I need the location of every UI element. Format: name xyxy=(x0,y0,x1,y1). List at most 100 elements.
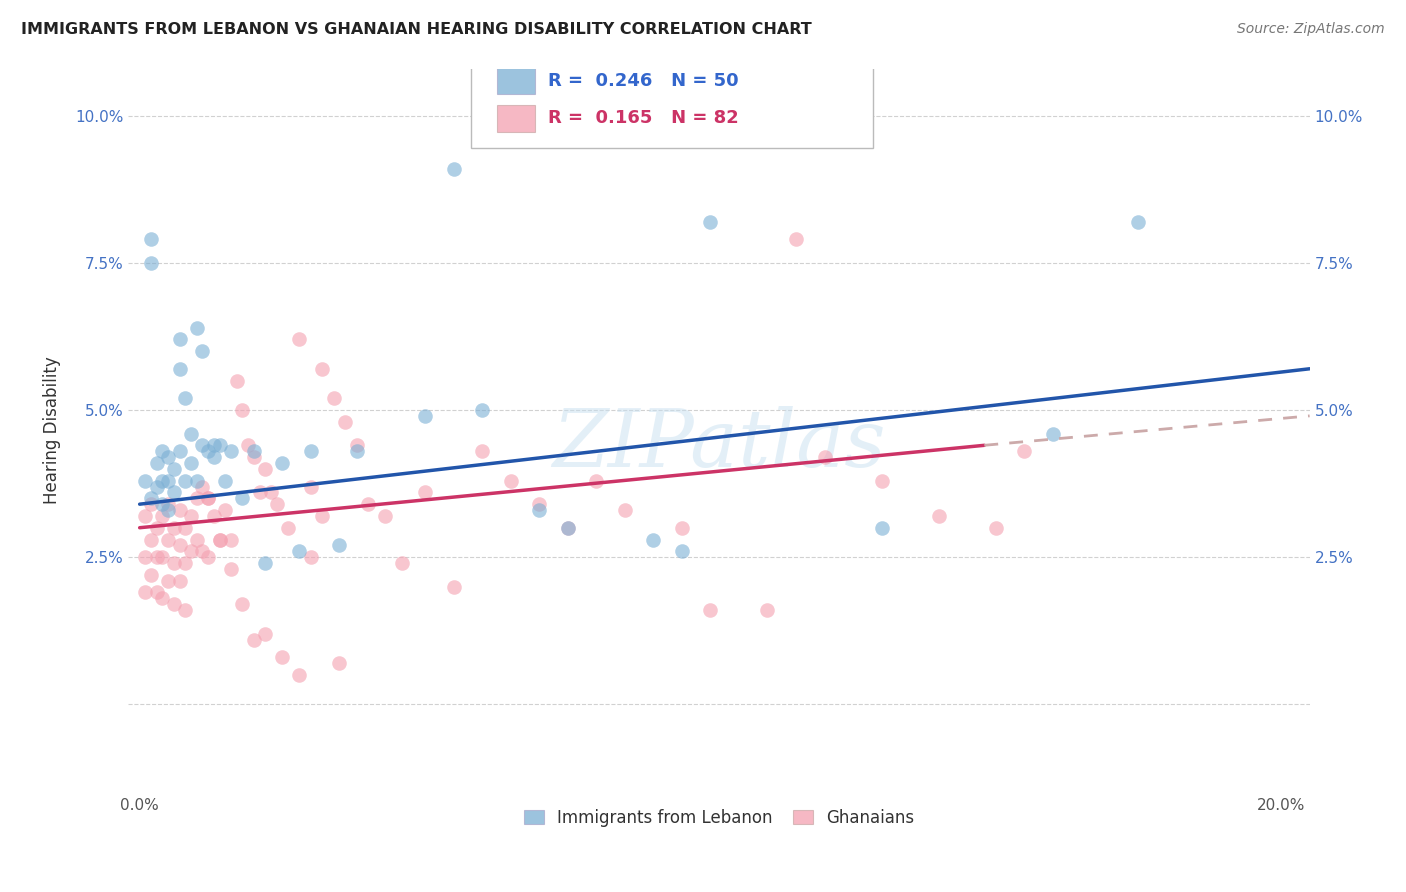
Point xyxy=(202,450,225,464)
Point xyxy=(157,450,180,464)
Point xyxy=(299,444,322,458)
Point xyxy=(134,550,156,565)
Bar xyxy=(496,104,534,132)
Point xyxy=(163,597,186,611)
Text: IMMIGRANTS FROM LEBANON VS GHANAIAN HEARING DISABILITY CORRELATION CHART: IMMIGRANTS FROM LEBANON VS GHANAIAN HEAR… xyxy=(21,22,811,37)
Point xyxy=(163,462,186,476)
Point xyxy=(186,491,208,506)
Point xyxy=(202,508,225,523)
Point xyxy=(174,556,197,570)
Point xyxy=(134,585,156,599)
Point xyxy=(197,491,219,506)
Point xyxy=(208,438,231,452)
Point xyxy=(152,508,174,523)
Point xyxy=(146,585,169,599)
Point xyxy=(180,456,202,470)
Point xyxy=(214,474,236,488)
Point xyxy=(266,497,288,511)
Point xyxy=(157,533,180,547)
Point xyxy=(134,474,156,488)
Point xyxy=(254,626,277,640)
Point xyxy=(527,503,550,517)
Point xyxy=(152,474,174,488)
Point xyxy=(163,485,186,500)
Point xyxy=(152,550,174,565)
Point xyxy=(139,232,162,246)
Point xyxy=(613,503,636,517)
Point xyxy=(928,508,950,523)
Text: Source: ZipAtlas.com: Source: ZipAtlas.com xyxy=(1237,22,1385,37)
Point xyxy=(1128,214,1150,228)
Legend: Immigrants from Lebanon, Ghanaians: Immigrants from Lebanon, Ghanaians xyxy=(516,800,922,835)
Point xyxy=(146,550,169,565)
Point xyxy=(169,503,191,517)
Point xyxy=(139,533,162,547)
Point xyxy=(186,533,208,547)
Point xyxy=(174,474,197,488)
Point xyxy=(870,474,893,488)
Point xyxy=(169,361,191,376)
Point xyxy=(231,491,253,506)
Point xyxy=(197,444,219,458)
Point xyxy=(870,521,893,535)
Point xyxy=(191,438,214,452)
Point xyxy=(225,374,247,388)
Point xyxy=(346,444,368,458)
Point xyxy=(152,444,174,458)
Point xyxy=(180,544,202,558)
Point xyxy=(585,474,607,488)
Point xyxy=(139,256,162,270)
Point xyxy=(333,415,356,429)
Point xyxy=(169,574,191,588)
Text: R =  0.165   N = 82: R = 0.165 N = 82 xyxy=(548,110,738,128)
Point xyxy=(243,450,266,464)
Point xyxy=(174,603,197,617)
Point xyxy=(557,521,579,535)
Point xyxy=(236,438,259,452)
Point xyxy=(299,479,322,493)
Point xyxy=(643,533,665,547)
Point xyxy=(277,521,299,535)
Point xyxy=(163,556,186,570)
Point xyxy=(471,444,494,458)
Text: ZIPatlas: ZIPatlas xyxy=(553,407,886,483)
Point xyxy=(557,521,579,535)
Point xyxy=(288,332,311,346)
Point xyxy=(163,521,186,535)
Point xyxy=(813,450,835,464)
Point xyxy=(157,574,180,588)
Point xyxy=(254,556,277,570)
Point xyxy=(671,544,693,558)
Point xyxy=(311,508,333,523)
Point xyxy=(191,479,214,493)
Point xyxy=(471,403,494,417)
Point xyxy=(214,503,236,517)
Point xyxy=(197,550,219,565)
Point xyxy=(499,474,522,488)
Point xyxy=(219,533,242,547)
Point xyxy=(357,497,380,511)
Point xyxy=(443,161,465,176)
Point xyxy=(271,456,294,470)
Point xyxy=(174,521,197,535)
Point xyxy=(413,409,436,423)
Point xyxy=(346,438,368,452)
Point xyxy=(311,361,333,376)
Point xyxy=(157,474,180,488)
Text: R =  0.246   N = 50: R = 0.246 N = 50 xyxy=(548,72,738,90)
Point xyxy=(443,580,465,594)
Point xyxy=(322,391,344,405)
FancyBboxPatch shape xyxy=(471,51,873,148)
Bar xyxy=(496,66,534,94)
Point xyxy=(299,550,322,565)
Point xyxy=(984,521,1007,535)
Point xyxy=(186,320,208,334)
Point xyxy=(288,668,311,682)
Point xyxy=(243,632,266,647)
Point xyxy=(671,521,693,535)
Point xyxy=(374,508,396,523)
Point xyxy=(219,562,242,576)
Point xyxy=(169,332,191,346)
Point xyxy=(756,603,779,617)
Point xyxy=(146,456,169,470)
